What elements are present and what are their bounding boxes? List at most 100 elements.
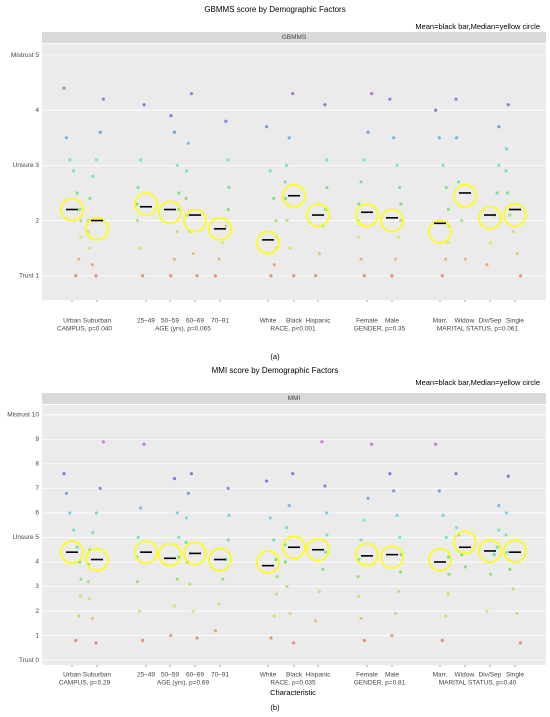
data-point (392, 136, 396, 140)
y-tick-label: 2 (35, 217, 39, 224)
data-point (191, 252, 195, 256)
plot-area (42, 405, 546, 665)
data-point (317, 252, 321, 256)
data-point (184, 196, 188, 201)
data-point (444, 257, 448, 261)
data-point (518, 274, 523, 278)
data-point (177, 535, 181, 540)
strip-label: GBMMS (282, 34, 307, 41)
data-point (489, 572, 493, 576)
data-point (497, 163, 501, 167)
median-circle (158, 200, 182, 225)
median-circle (183, 208, 207, 233)
y-tick-label: Trust 0 (19, 657, 39, 664)
data-point (454, 526, 459, 530)
data-point (78, 594, 83, 598)
median-circle (134, 192, 158, 216)
data-point (323, 484, 327, 488)
y-tick-label: 4 (35, 559, 39, 566)
data-point (226, 486, 230, 490)
data-point (362, 158, 366, 162)
data-point (217, 602, 221, 606)
data-point (497, 503, 501, 508)
data-point (323, 103, 327, 107)
y-tick-label: 4 (35, 107, 39, 114)
x-tick-label: Female (356, 318, 378, 325)
data-point (195, 636, 199, 640)
x-tick-label: Black (286, 672, 303, 679)
data-point (447, 572, 451, 576)
data-point (264, 479, 269, 483)
median-circle (282, 535, 306, 560)
data-point (75, 545, 79, 549)
data-point (359, 180, 363, 184)
y-tick-label: Unsure 3 (13, 162, 40, 169)
y-tick-label: 9 (35, 436, 39, 443)
median-circle (478, 539, 502, 563)
y-tick-label: Trust 1 (19, 272, 39, 279)
data-point (313, 274, 318, 278)
data-point (444, 185, 448, 190)
x-tick-label: White (260, 318, 277, 325)
data-point (497, 125, 501, 129)
median-circle (256, 550, 280, 574)
data-point (269, 636, 273, 640)
data-point (440, 638, 444, 643)
data-point (272, 196, 276, 201)
median-circle (380, 545, 404, 569)
data-point (398, 570, 403, 574)
x-tick-label: 25–49 (137, 672, 155, 679)
data-point (172, 476, 177, 481)
data-point (287, 503, 291, 508)
data-point (135, 580, 140, 584)
data-point (504, 533, 508, 537)
data-point (195, 274, 199, 278)
data-point (79, 577, 83, 581)
data-point (489, 241, 493, 245)
data-point (94, 511, 99, 515)
data-point (284, 163, 289, 167)
legend-note: Mean=black bar,Median=yellow circle (415, 22, 540, 31)
data-point (356, 575, 360, 579)
data-point (398, 185, 402, 190)
data-point (437, 489, 441, 493)
y-tick-label: Mistrust 10 (7, 412, 39, 419)
x-tick-label: Div/Sep (479, 318, 502, 325)
data-point (441, 513, 445, 517)
data-point (71, 528, 76, 532)
data-point (184, 169, 189, 173)
median-circle (355, 542, 379, 567)
data-point (268, 516, 272, 520)
y-tick-label: 7 (35, 485, 39, 492)
data-point (454, 97, 458, 101)
median-circle (306, 537, 330, 562)
data-point (485, 263, 489, 267)
data-point (94, 158, 99, 162)
data-point (172, 604, 176, 608)
x-tick-label: Widow. (455, 672, 476, 679)
data-point (79, 218, 83, 223)
data-point (135, 218, 140, 223)
x-tick-label: 60–69 (186, 318, 204, 325)
data-point (175, 511, 179, 515)
group-label: MARITAL STATUS, p=0.40 (439, 680, 517, 687)
x-tick-label: Marr. (433, 672, 448, 679)
data-point (370, 442, 374, 446)
chart-title: GBMMS score by Demographic Factors (204, 5, 345, 14)
data-point (320, 440, 324, 444)
data-point (508, 567, 512, 571)
data-point (101, 440, 105, 444)
x-axis-title: Characteristic (270, 688, 316, 697)
data-point (446, 241, 450, 245)
data-point (395, 513, 399, 517)
data-point (188, 582, 192, 586)
data-point (390, 274, 394, 278)
data-point (357, 202, 361, 206)
data-point (184, 516, 189, 520)
data-point (440, 274, 444, 278)
panel-label: (a) (270, 352, 280, 361)
data-point (399, 202, 403, 206)
data-point (137, 246, 142, 250)
group-label: RACE, p<0.001 (270, 326, 316, 333)
data-point (77, 257, 81, 261)
